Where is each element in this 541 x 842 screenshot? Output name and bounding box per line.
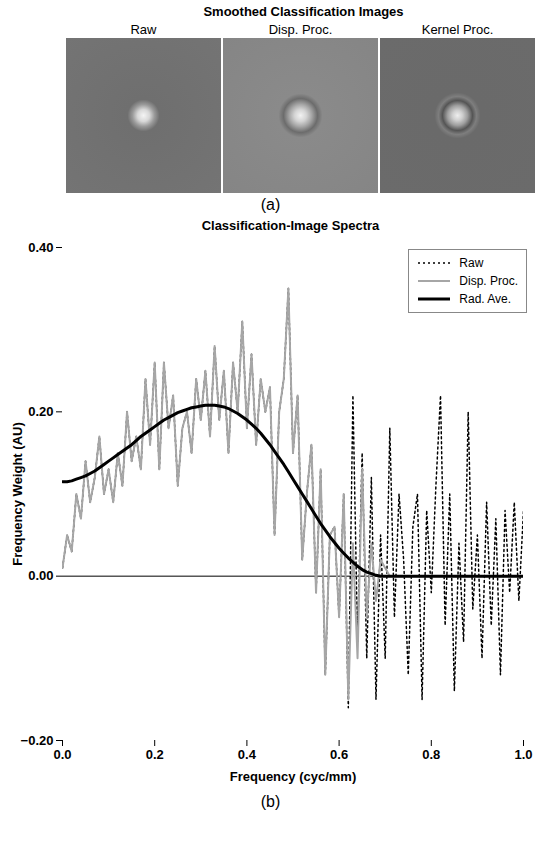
html-text:(a): (a) <box>260 196 281 213</box>
html-text:(b): (b) <box>260 793 281 810</box>
html-text:Disp. Proc.: Disp. Proc. <box>459 274 518 288</box>
html-text:Classification-Image Spectra: Classification-Image Spectra <box>201 218 380 233</box>
svg-text:0.20: 0.20 <box>28 404 53 419</box>
svg-text:0.8: 0.8 <box>422 747 440 762</box>
svg-text:0.2: 0.2 <box>146 747 164 762</box>
svg-text:0.00: 0.00 <box>28 568 53 583</box>
svg-text:0.6: 0.6 <box>330 747 348 762</box>
html-text:Raw: Raw <box>459 256 484 270</box>
html-text:Smoothed Classification Images: Smoothed Classification Images <box>203 4 404 19</box>
svg-text:0.4: 0.4 <box>238 747 257 762</box>
svg-text:0.0: 0.0 <box>53 747 71 762</box>
svg-text:0.40: 0.40 <box>28 240 53 255</box>
svg-text:−0.20: −0.20 <box>21 733 54 748</box>
svg-text:1.0: 1.0 <box>514 747 532 762</box>
svg-text:Frequency (cyc/mm): Frequency (cyc/mm) <box>230 769 356 784</box>
svg-text:Frequency Weight (AU): Frequency Weight (AU) <box>10 422 25 566</box>
html-text:Kernel Proc.: Kernel Proc. <box>421 22 494 37</box>
html-text:Disp. Proc.: Disp. Proc. <box>268 22 333 37</box>
html-text:Raw: Raw <box>130 22 157 37</box>
html-text:Rad. Ave.: Rad. Ave. <box>459 292 512 306</box>
